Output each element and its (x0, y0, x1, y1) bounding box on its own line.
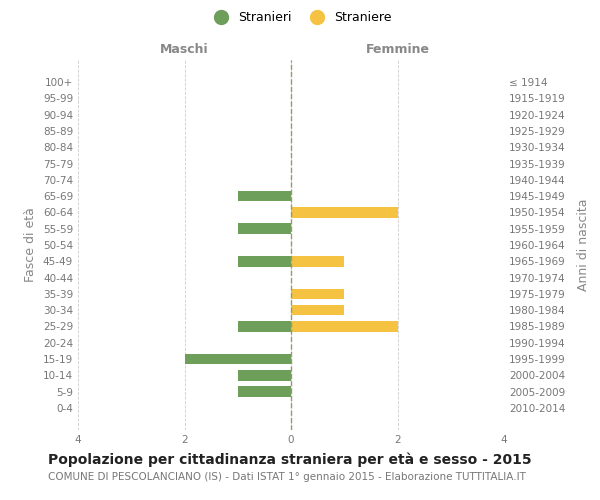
Bar (238, 191, 291, 202)
Bar (238, 370, 291, 380)
Bar (185, 354, 291, 364)
Legend: Stranieri, Straniere: Stranieri, Straniere (203, 6, 397, 29)
Text: COMUNE DI PESCOLANCIANO (IS) - Dati ISTAT 1° gennaio 2015 - Elaborazione TUTTITA: COMUNE DI PESCOLANCIANO (IS) - Dati ISTA… (48, 472, 526, 482)
Bar (291, 207, 398, 218)
Bar (238, 224, 291, 234)
Y-axis label: Anni di nascita: Anni di nascita (577, 198, 590, 291)
Bar (291, 305, 344, 316)
Bar (291, 288, 344, 299)
Bar (238, 386, 291, 397)
Text: Maschi: Maschi (160, 44, 209, 57)
Text: Femmine: Femmine (365, 44, 430, 57)
Bar (238, 321, 291, 332)
Y-axis label: Fasce di età: Fasce di età (25, 208, 37, 282)
Bar (291, 321, 398, 332)
Text: Popolazione per cittadinanza straniera per età e sesso - 2015: Popolazione per cittadinanza straniera p… (48, 452, 532, 467)
Bar (238, 256, 291, 266)
Bar (291, 256, 344, 266)
